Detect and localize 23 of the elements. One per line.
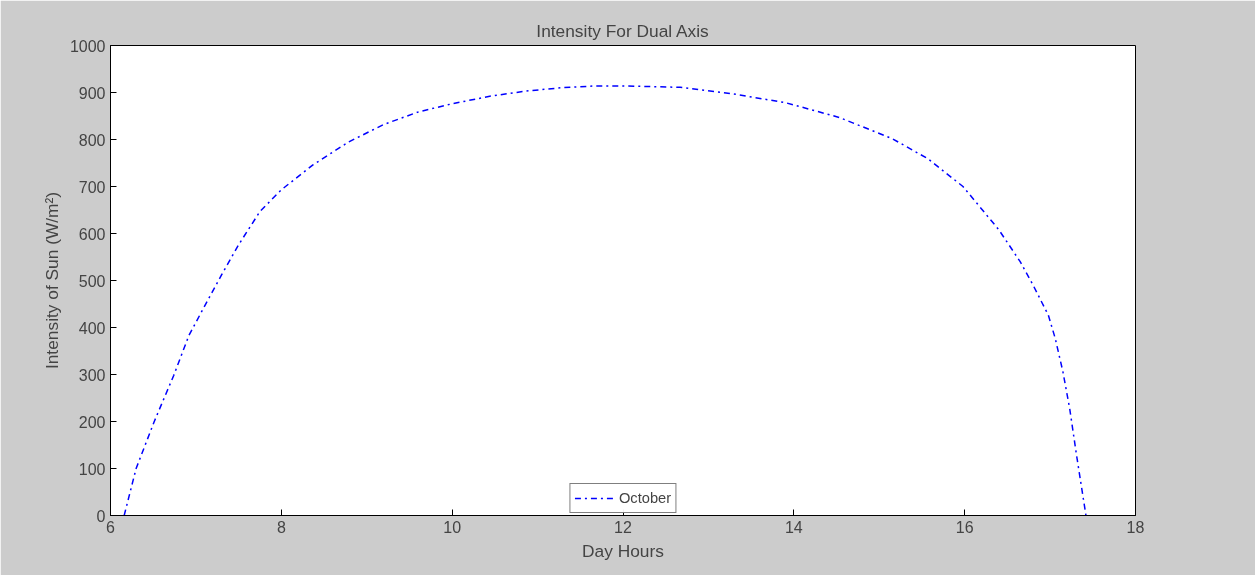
y-tick-label: 0	[96, 507, 106, 525]
y-tick-label: 300	[78, 366, 106, 384]
x-tick-label: 18	[1126, 518, 1145, 536]
y-tick-label: 800	[78, 131, 106, 149]
y-tick-label: 600	[78, 225, 106, 243]
x-tick-label: 10	[443, 518, 462, 536]
y-tick-label: 700	[78, 178, 106, 196]
y-tick-label: 1000	[69, 37, 106, 55]
x-axis-title: Day Hours	[582, 540, 665, 561]
y-axis-title: Intensity of Sun (W/m²)	[41, 191, 62, 370]
y-tick-label: 100	[78, 460, 106, 478]
x-tick-label: 16	[955, 518, 974, 536]
y-tick-label: 900	[78, 84, 106, 102]
y-tick-label: 400	[78, 319, 106, 337]
x-tick-label: 6	[106, 518, 116, 536]
chart-title: Intensity For Dual Axis	[536, 20, 710, 41]
x-tick-label: 8	[276, 518, 286, 536]
line-series	[123, 85, 1087, 516]
y-tick-label: 200	[78, 413, 106, 431]
x-tick-label: 14	[784, 518, 803, 536]
x-tick-label: 12	[614, 518, 632, 536]
legend-label: October	[618, 490, 672, 506]
y-tick-label: 500	[78, 272, 106, 290]
